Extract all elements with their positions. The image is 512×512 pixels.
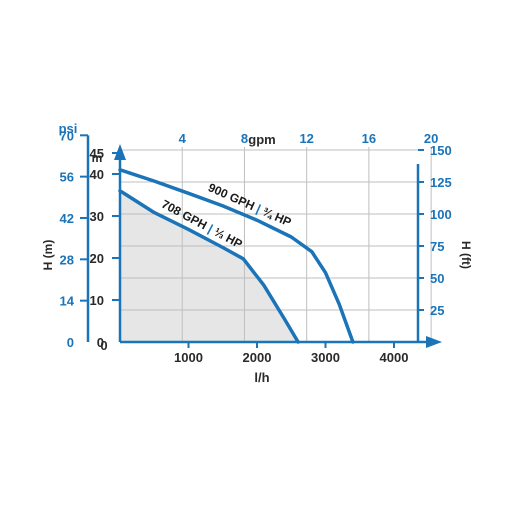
- tick-label-lh-1000: 1000: [174, 350, 203, 365]
- tick-label-lh-3000: 3000: [311, 350, 340, 365]
- gpm-axis-title: gpm: [248, 132, 275, 147]
- tick-label-ft-150: 150: [430, 143, 452, 158]
- tick-label-psi-56: 56: [60, 170, 74, 185]
- tick-label-psi-42: 42: [60, 211, 74, 226]
- curve-separator-0: |: [254, 202, 266, 218]
- tick-label-ft-25: 25: [430, 303, 444, 318]
- tick-label-lh-0: 0: [100, 338, 107, 353]
- tick-label-m-20: 20: [90, 251, 104, 266]
- tick-label-gpm-4: 4: [179, 131, 187, 146]
- tick-label-m-40: 40: [90, 167, 104, 182]
- tick-label-lh-4000: 4000: [380, 350, 409, 365]
- tick-label-m-10: 10: [90, 293, 104, 308]
- m-axis-title: m: [92, 151, 103, 165]
- tick-label-ft-75: 75: [430, 239, 444, 254]
- tick-label-psi-70: 70: [60, 128, 74, 143]
- lh-axis-title: l/h: [254, 370, 269, 385]
- curve-area-1: [120, 190, 299, 342]
- psi-axis-title: psi: [59, 121, 78, 136]
- tick-label-lh-2000: 2000: [243, 350, 272, 365]
- tick-label-gpm-16: 16: [362, 131, 376, 146]
- tick-label-gpm-12: 12: [299, 131, 313, 146]
- tick-label-ft-100: 100: [430, 207, 452, 222]
- bottom-x-axis-arrow: [426, 336, 442, 348]
- performance-curve-1: [118, 189, 300, 344]
- tick-label-gpm-20: 20: [424, 131, 438, 146]
- h-ft-axis-title: H (ft): [459, 241, 473, 269]
- tick-label-ft-50: 50: [430, 271, 444, 286]
- performance-curve-0: [118, 168, 355, 344]
- tick-label-gpm-8: 8: [241, 131, 248, 146]
- tick-label-psi-14: 14: [60, 294, 75, 309]
- tick-label-m-0: 0: [97, 335, 104, 350]
- tick-label-psi-0: 0: [67, 335, 74, 350]
- tick-label-m-45: 45: [90, 146, 104, 161]
- tick-label-ft-125: 125: [430, 175, 452, 190]
- tick-label-m-30: 30: [90, 209, 104, 224]
- h-m-axis-title: H (m): [41, 240, 55, 271]
- tick-label-psi-28: 28: [60, 252, 74, 267]
